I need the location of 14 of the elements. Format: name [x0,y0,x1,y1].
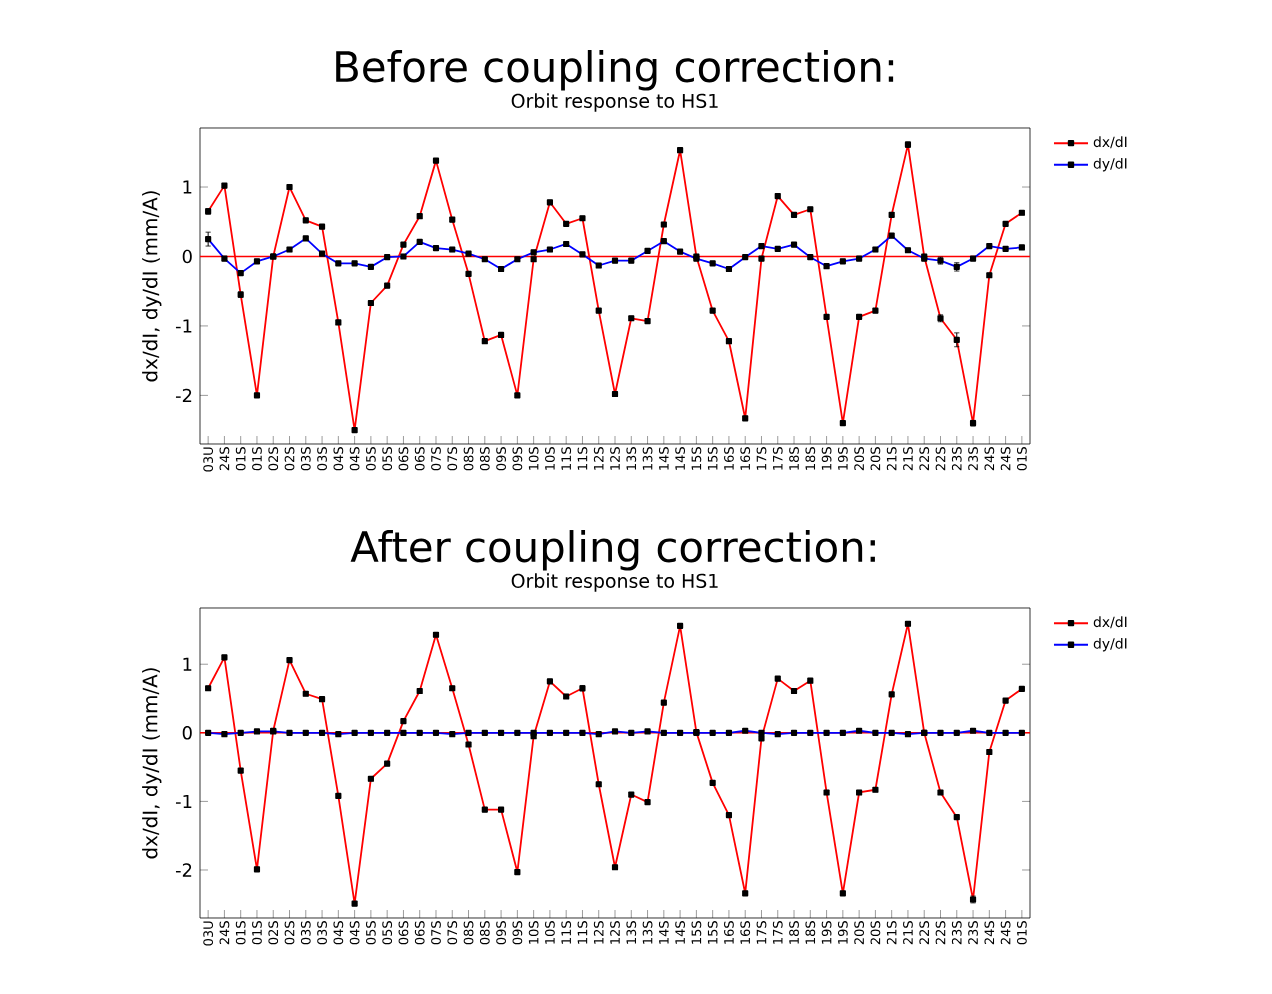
chart-subtitle: Orbit response to HS1 [511,93,718,112]
y-axis-title: dx/dI, dy/dI (mm/A) [142,668,162,859]
chart-title: After coupling correction: [350,530,875,571]
y-tick-label: 1 [183,657,192,671]
y-tick-label: -1 [175,319,192,333]
chart-title: Before coupling correction: [336,50,894,91]
y-tick-label: -2 [175,388,192,403]
y-tick-label: 1 [183,180,192,194]
chart-subtitle: Orbit response to HS1 [511,573,718,592]
y-axis-title: dx/dI, dy/dI (mm/A) [142,191,162,382]
y-tick-label: -1 [175,794,192,808]
y-tick-label: -2 [175,863,192,877]
y-tick-label: 0 [182,726,192,740]
y-tick-label: 0 [182,249,192,264]
